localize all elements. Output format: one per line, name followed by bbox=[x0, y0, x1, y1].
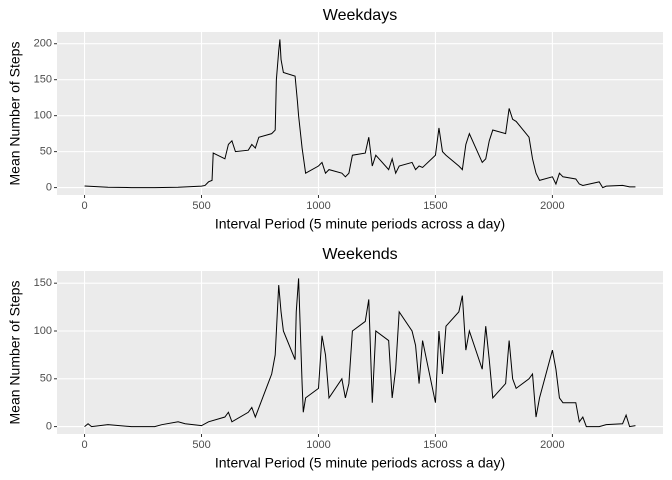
x-tick-label: 1500 bbox=[423, 439, 447, 451]
y-tick-label: 0 bbox=[46, 420, 52, 432]
x-tick-label: 500 bbox=[192, 200, 210, 212]
chart-title: Weekdays bbox=[323, 7, 397, 24]
y-tick-label: 150 bbox=[34, 277, 52, 289]
y-tick-label: 100 bbox=[34, 110, 52, 122]
y-tick-label: 50 bbox=[40, 373, 52, 385]
x-tick-label: 1000 bbox=[306, 200, 330, 212]
x-axis-label: Interval Period (5 minute periods across… bbox=[215, 216, 505, 232]
y-tick-label: 200 bbox=[34, 38, 52, 50]
x-tick-label: 1500 bbox=[423, 200, 447, 212]
x-tick-label: 0 bbox=[81, 200, 87, 212]
x-tick-label: 0 bbox=[81, 439, 87, 451]
panel-background bbox=[57, 32, 663, 195]
y-tick-label: 0 bbox=[46, 181, 52, 193]
data-line bbox=[84, 278, 636, 428]
x-tick-label: 1000 bbox=[306, 439, 330, 451]
y-axis-label: Mean Number of Steps bbox=[7, 281, 23, 425]
y-axis-label: Mean Number of Steps bbox=[7, 42, 23, 186]
y-tick-label: 150 bbox=[34, 74, 52, 86]
x-tick-label: 2000 bbox=[540, 200, 564, 212]
x-axis-label: Interval Period (5 minute periods across… bbox=[215, 455, 505, 471]
chart-title: Weekends bbox=[322, 246, 397, 263]
x-tick-label: 2000 bbox=[540, 439, 564, 451]
x-tick-label: 500 bbox=[192, 439, 210, 451]
y-tick-label: 50 bbox=[40, 146, 52, 158]
panel-background bbox=[57, 271, 663, 434]
data-line bbox=[84, 39, 636, 189]
y-tick-label: 100 bbox=[34, 325, 52, 337]
